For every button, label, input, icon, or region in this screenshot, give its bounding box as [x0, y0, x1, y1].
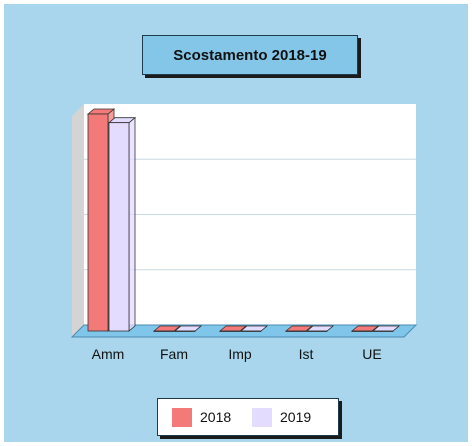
bar-2019-Imp [239, 325, 269, 332]
bar-2019-Amm [107, 116, 137, 332]
chart-title: Scostamento 2018-19 [142, 35, 358, 75]
bar-2019-UE [371, 325, 401, 332]
legend: 2018 2019 [157, 398, 339, 436]
chart-panel: Scostamento 2018-19 Amm Fam Imp Ist UE 2018 … [4, 4, 468, 442]
bar-2018-Ist [284, 325, 314, 332]
chart-plot: Amm Fam Imp Ist UE [70, 104, 418, 362]
legend-swatch-2019 [252, 408, 272, 427]
bar-2019-Fam [173, 325, 203, 332]
plot-side-wall [72, 104, 84, 337]
legend-swatch-2018 [172, 408, 192, 427]
legend-label-2018: 2018 [200, 409, 232, 425]
x-tick-label-Ist: Ist [299, 346, 314, 362]
bar-2018-Imp [218, 325, 248, 332]
bar-2018-Fam [152, 325, 182, 332]
legend-label-2019: 2019 [280, 409, 312, 425]
x-tick-label-UE: UE [362, 346, 381, 362]
x-tick-label-Imp: Imp [228, 346, 252, 362]
bar-2018-UE [350, 325, 380, 332]
bar-2019-Ist [305, 325, 335, 332]
x-tick-label-Fam: Fam [160, 346, 188, 362]
x-tick-label-Amm: Amm [92, 346, 125, 362]
